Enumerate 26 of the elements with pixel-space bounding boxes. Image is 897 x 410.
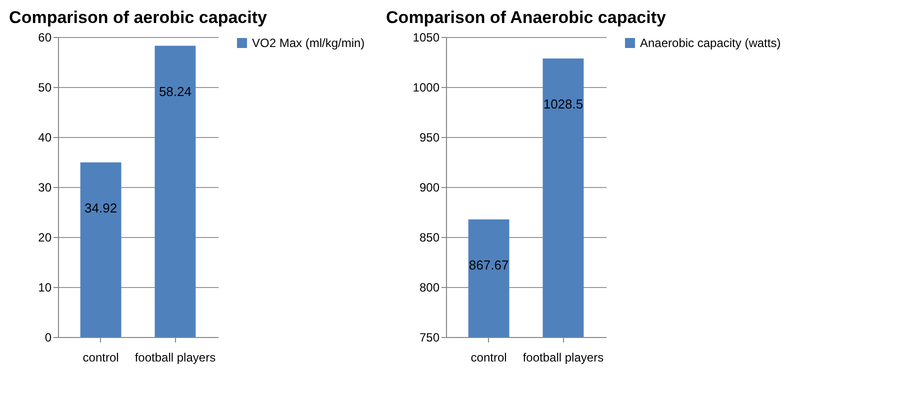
data-label: 867.67: [468, 257, 509, 272]
y-tick-label: 60: [38, 30, 52, 44]
data-label: 34.92: [84, 200, 118, 216]
y-tick-label: 950: [419, 130, 440, 144]
y-tick-label: 50: [38, 80, 52, 94]
y-tick-label: 800: [419, 280, 440, 294]
y-tick-label: 1000: [412, 80, 440, 94]
chart-title: Comparison of aerobic capacity: [9, 8, 268, 27]
data-label: 58.24: [158, 84, 192, 99]
x-tick-label: football players: [134, 350, 216, 364]
x-tick-label: control: [82, 350, 119, 364]
x-tick-label: football players: [522, 350, 604, 364]
y-tick-label: 30: [38, 180, 52, 194]
data-label: 1028.5: [543, 96, 584, 112]
y-tick-label: 1050: [412, 30, 440, 44]
legend-label: Anaerobic capacity (watts): [640, 36, 781, 50]
y-tick-label: 750: [419, 330, 440, 344]
legend-label: VO2 Max (ml/kg/min): [252, 36, 365, 50]
y-tick-label: 40: [38, 130, 52, 144]
y-tick-label: 850: [419, 230, 440, 244]
y-tick-label: 20: [38, 230, 52, 244]
y-tick-label: 900: [419, 180, 440, 194]
chart-title: Comparison of Anaerobic capacity: [386, 8, 667, 27]
y-tick-label: 0: [44, 330, 52, 344]
y-tick-label: 10: [38, 280, 52, 294]
x-tick-label: control: [470, 350, 507, 364]
